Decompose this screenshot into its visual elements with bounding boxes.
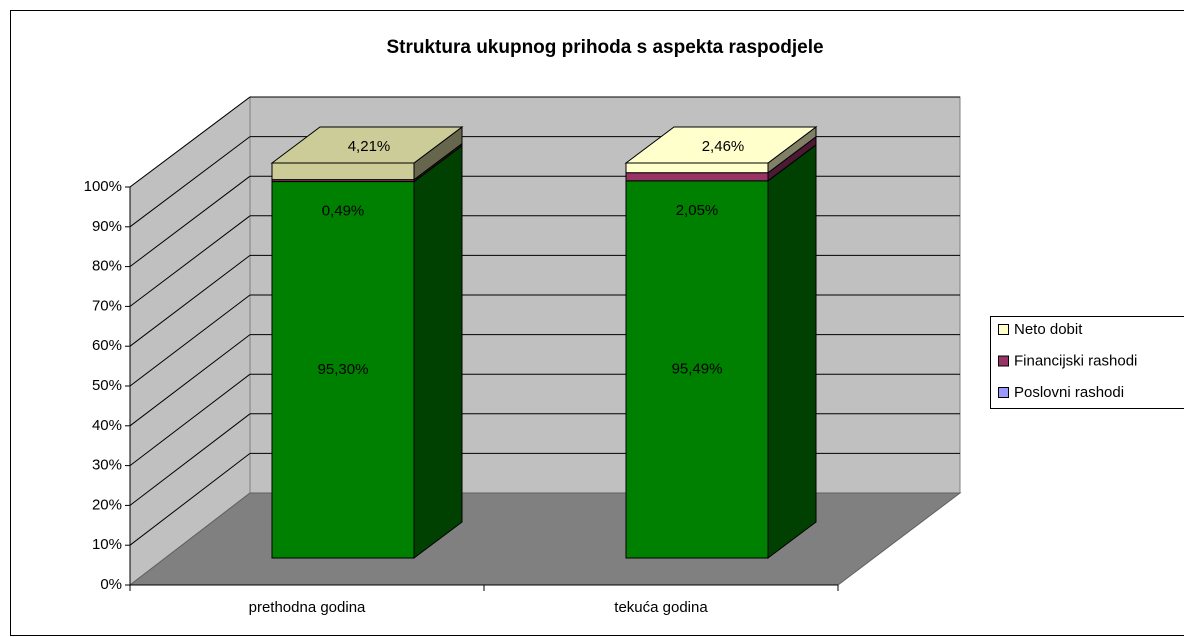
grid-line <box>129 334 251 427</box>
bar-side <box>767 143 817 559</box>
data-label: 2,46% <box>702 138 745 155</box>
legend-swatch <box>998 324 1009 335</box>
floor <box>128 492 962 586</box>
y-tick-label: 40% <box>92 417 122 434</box>
grid-line <box>129 294 251 387</box>
y-tick-label: 0% <box>100 576 122 593</box>
y-tick-label: 90% <box>92 218 122 235</box>
x-tick-label: tekuća godina <box>614 599 708 616</box>
y-tick-label: 60% <box>92 337 122 354</box>
legend-swatch <box>998 387 1009 398</box>
x-tick-label: prethodna godina <box>249 599 366 616</box>
data-label: 4,21% <box>348 138 391 155</box>
grid-line <box>129 373 251 466</box>
y-tick-label: 80% <box>92 258 122 275</box>
grid-line <box>129 136 251 228</box>
y-tick-label: 50% <box>92 377 122 394</box>
legend-label: Poslovni rashodi <box>1014 384 1124 401</box>
data-label: 0,49% <box>322 203 365 220</box>
data-label: 2,05% <box>676 202 719 219</box>
y-tick-label: 30% <box>92 457 122 474</box>
chart-title: Struktura ukupnog prihoda s aspekta rasp… <box>386 37 823 58</box>
bar-segment <box>625 180 769 559</box>
grid-line <box>129 413 251 506</box>
y-tick-label: 70% <box>92 297 122 314</box>
legend-label: Financijski rashodi <box>1014 352 1137 369</box>
grid-line <box>129 453 251 546</box>
data-label: 95,49% <box>672 360 723 377</box>
grid-line <box>129 215 251 307</box>
legend-swatch <box>998 355 1009 367</box>
bar-side <box>413 144 463 559</box>
bar-top <box>624 126 818 164</box>
y-tick-label: 10% <box>92 536 122 553</box>
legend-box <box>990 316 1184 409</box>
grid-line <box>129 96 251 188</box>
bar-segment <box>625 172 769 182</box>
data-label: 95,30% <box>318 361 369 378</box>
grid-line <box>129 255 251 347</box>
y-tick-label: 100% <box>84 178 122 195</box>
bar-segment <box>271 162 415 181</box>
y-tick-label: 20% <box>92 496 122 513</box>
bar-top <box>270 126 464 164</box>
grid-line <box>129 175 251 267</box>
bar-segment <box>625 162 769 174</box>
bar-segment <box>271 181 415 559</box>
legend-label: Neto dobit <box>1014 321 1083 338</box>
